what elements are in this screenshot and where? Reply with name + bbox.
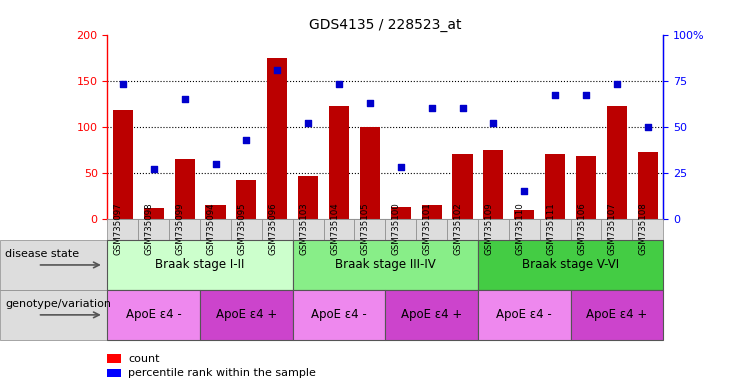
Bar — [509, 219, 539, 259]
Bar — [262, 219, 293, 259]
Text: GSM735101: GSM735101 — [422, 202, 431, 255]
Bar — [576, 156, 596, 219]
Bar — [478, 219, 509, 259]
Text: GSM735104: GSM735104 — [330, 202, 339, 255]
Point — [425, 105, 437, 111]
Bar — [236, 180, 256, 219]
Bar — [478, 240, 663, 290]
Point — [302, 120, 314, 126]
Bar — [324, 219, 354, 259]
Text: GSM735103: GSM735103 — [299, 202, 308, 255]
Text: ApoE ε4 +: ApoE ε4 + — [401, 308, 462, 321]
Title: GDS4135 / 228523_at: GDS4135 / 228523_at — [309, 18, 462, 32]
Text: ApoE ε4 -: ApoE ε4 - — [126, 308, 182, 321]
Bar — [478, 290, 571, 340]
Text: percentile rank within the sample: percentile rank within the sample — [128, 368, 316, 378]
Text: GSM735095: GSM735095 — [237, 202, 246, 255]
Bar — [416, 219, 447, 259]
Bar — [571, 290, 663, 340]
Bar — [607, 106, 627, 219]
Bar — [0, 240, 107, 290]
Text: GSM735106: GSM735106 — [577, 202, 586, 255]
Bar — [514, 210, 534, 219]
Text: GSM735110: GSM735110 — [515, 202, 525, 255]
Text: ApoE ε4 +: ApoE ε4 + — [216, 308, 277, 321]
Text: GSM735109: GSM735109 — [485, 202, 494, 255]
Point — [611, 81, 622, 88]
Point — [456, 105, 468, 111]
Bar — [169, 219, 200, 259]
Bar — [107, 219, 139, 259]
Bar — [539, 219, 571, 259]
Bar — [175, 159, 195, 219]
Bar — [200, 219, 231, 259]
Text: ApoE ε4 -: ApoE ε4 - — [311, 308, 367, 321]
Text: genotype/variation: genotype/variation — [5, 299, 111, 309]
Text: GSM735097: GSM735097 — [114, 202, 123, 255]
Bar — [107, 240, 293, 290]
Bar — [293, 240, 478, 290]
Bar — [268, 58, 288, 219]
Bar — [391, 207, 411, 219]
Point — [147, 166, 160, 172]
Point — [240, 137, 252, 143]
Text: count: count — [128, 354, 160, 364]
Text: GSM735111: GSM735111 — [546, 202, 555, 255]
Bar — [107, 354, 121, 363]
Text: disease state: disease state — [5, 249, 79, 259]
Bar — [139, 219, 169, 259]
Text: GSM735098: GSM735098 — [144, 202, 154, 255]
Bar — [483, 150, 503, 219]
Bar — [200, 290, 293, 340]
Bar — [107, 369, 121, 377]
Point — [210, 161, 222, 167]
Bar — [453, 154, 473, 219]
Bar — [422, 205, 442, 219]
Bar — [447, 219, 478, 259]
Point — [580, 92, 592, 98]
Text: GSM735094: GSM735094 — [207, 202, 216, 255]
Point — [549, 92, 561, 98]
Bar — [545, 154, 565, 219]
Bar — [231, 219, 262, 259]
Text: GSM735096: GSM735096 — [268, 202, 277, 255]
Text: GSM735108: GSM735108 — [639, 202, 648, 255]
Bar — [298, 177, 318, 219]
Point — [271, 66, 283, 73]
Point — [488, 120, 499, 126]
Bar — [360, 127, 380, 219]
Text: ApoE ε4 +: ApoE ε4 + — [586, 308, 648, 321]
Point — [364, 100, 376, 106]
Bar — [0, 290, 107, 340]
Bar — [293, 219, 324, 259]
Bar — [571, 219, 602, 259]
Text: GSM735099: GSM735099 — [176, 202, 185, 255]
Bar — [113, 110, 133, 219]
Bar — [107, 290, 200, 340]
Bar — [205, 205, 225, 219]
Point — [117, 81, 129, 88]
Text: Braak stage I-II: Braak stage I-II — [156, 258, 245, 271]
Bar — [385, 219, 416, 259]
Bar — [354, 219, 385, 259]
Text: Braak stage V-VI: Braak stage V-VI — [522, 258, 619, 271]
Bar — [638, 152, 658, 219]
Text: Braak stage III-IV: Braak stage III-IV — [335, 258, 436, 271]
Text: GSM735105: GSM735105 — [361, 202, 370, 255]
Point — [179, 96, 190, 102]
Bar — [385, 290, 478, 340]
Text: GSM735102: GSM735102 — [453, 202, 462, 255]
Text: ApoE ε4 -: ApoE ε4 - — [496, 308, 552, 321]
Point — [395, 164, 407, 170]
Point — [642, 124, 654, 130]
Bar — [602, 219, 632, 259]
Bar — [632, 219, 663, 259]
Text: GSM735107: GSM735107 — [608, 202, 617, 255]
Point — [518, 188, 530, 194]
Text: GSM735100: GSM735100 — [392, 202, 401, 255]
Point — [333, 81, 345, 88]
Bar — [329, 106, 349, 219]
Bar — [144, 208, 164, 219]
Bar — [293, 290, 385, 340]
